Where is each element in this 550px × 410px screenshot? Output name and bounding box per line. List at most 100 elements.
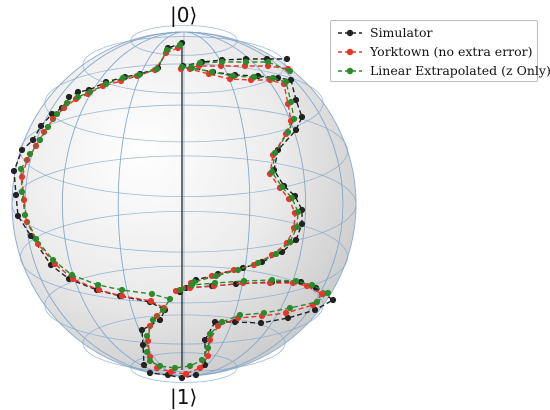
point-simulator-14 bbox=[10, 167, 18, 175]
point-linear-extrapolated-z-only-70 bbox=[218, 58, 226, 66]
point-linear-extrapolated-z-only-40 bbox=[308, 281, 316, 289]
series-layer bbox=[10, 39, 337, 382]
point-linear-extrapolated-z-only-27 bbox=[146, 357, 154, 365]
point-simulator-25 bbox=[138, 326, 146, 334]
point-simulator-27 bbox=[140, 361, 148, 369]
point-simulator-13 bbox=[18, 146, 26, 154]
point-linear-extrapolated-z-only-72 bbox=[264, 58, 272, 66]
point-simulator-43 bbox=[232, 280, 240, 288]
point-simulator-11 bbox=[37, 122, 45, 130]
point-linear-extrapolated-z-only-14 bbox=[18, 188, 26, 196]
point-simulator-53 bbox=[298, 220, 306, 228]
point-linear-extrapolated-z-only-36 bbox=[260, 309, 268, 317]
point-linear-extrapolated-z-only-19 bbox=[94, 281, 102, 289]
legend-item-simulator: Simulator bbox=[337, 23, 531, 42]
point-linear-extrapolated-z-only-49 bbox=[234, 266, 242, 274]
point-yorktown-no-extra-error-28 bbox=[167, 368, 175, 376]
point-simulator-62 bbox=[287, 76, 295, 84]
point-linear-extrapolated-z-only-62 bbox=[282, 78, 290, 86]
point-yorktown-no-extra-error-8 bbox=[60, 104, 68, 112]
point-yorktown-no-extra-error-10 bbox=[40, 128, 48, 136]
point-linear-extrapolated-z-only-55 bbox=[288, 194, 296, 202]
point-linear-extrapolated-z-only-5 bbox=[102, 80, 110, 88]
point-yorktown-no-extra-error-32 bbox=[206, 336, 214, 344]
legend-label-linear-extrapolated: Linear Extrapolated (z Only) bbox=[370, 63, 550, 78]
point-linear-extrapolated-z-only-3 bbox=[135, 71, 143, 79]
point-simulator-39 bbox=[329, 296, 337, 304]
point-linear-extrapolated-z-only-63 bbox=[269, 74, 277, 82]
point-linear-extrapolated-z-only-0 bbox=[176, 41, 184, 49]
point-linear-extrapolated-z-only-34 bbox=[218, 318, 226, 326]
point-linear-extrapolated-z-only-18 bbox=[68, 271, 76, 279]
point-linear-extrapolated-z-only-64 bbox=[250, 73, 258, 81]
point-linear-extrapolated-z-only-10 bbox=[44, 123, 52, 131]
point-yorktown-no-extra-error-24 bbox=[146, 322, 154, 330]
north-pole-label: |0⟩ bbox=[170, 3, 197, 27]
point-linear-extrapolated-z-only-32 bbox=[204, 344, 212, 352]
point-linear-extrapolated-z-only-69 bbox=[196, 59, 204, 67]
point-simulator-61 bbox=[292, 96, 300, 104]
point-linear-extrapolated-z-only-30 bbox=[186, 362, 194, 370]
point-linear-extrapolated-z-only-68 bbox=[178, 63, 186, 71]
point-yorktown-no-extra-error-36 bbox=[282, 309, 290, 317]
point-linear-extrapolated-z-only-50 bbox=[254, 259, 262, 267]
point-linear-extrapolated-z-only-15 bbox=[21, 211, 29, 219]
legend-item-linear-extrapolated: Linear Extrapolated (z Only) bbox=[337, 61, 550, 80]
point-linear-extrapolated-z-only-24 bbox=[149, 316, 157, 324]
point-simulator-36 bbox=[257, 319, 265, 327]
point-linear-extrapolated-z-only-12 bbox=[26, 150, 34, 158]
point-linear-extrapolated-z-only-47 bbox=[190, 278, 198, 286]
point-simulator-59 bbox=[292, 126, 300, 134]
point-linear-extrapolated-z-only-8 bbox=[63, 99, 71, 107]
point-yorktown-no-extra-error-21 bbox=[147, 297, 155, 305]
legend-swatch-simulator bbox=[338, 29, 362, 36]
point-simulator-52 bbox=[292, 236, 300, 244]
point-linear-extrapolated-z-only-60 bbox=[290, 115, 298, 123]
south-pole-label: |1⟩ bbox=[170, 385, 197, 409]
point-simulator-73 bbox=[283, 55, 291, 63]
point-linear-extrapolated-z-only-20 bbox=[118, 286, 126, 294]
point-linear-extrapolated-z-only-22 bbox=[166, 295, 174, 303]
point-simulator-7 bbox=[74, 88, 82, 96]
point-yorktown-no-extra-error-14 bbox=[20, 196, 28, 204]
point-linear-extrapolated-z-only-42 bbox=[268, 276, 276, 284]
point-linear-extrapolated-z-only-73 bbox=[286, 67, 294, 75]
point-linear-extrapolated-z-only-46 bbox=[176, 286, 184, 294]
legend: Simulator Yorktown (no extra error) Line… bbox=[330, 20, 550, 82]
point-yorktown-no-extra-error-29 bbox=[182, 370, 190, 378]
point-simulator-26 bbox=[139, 341, 147, 349]
point-simulator-10 bbox=[48, 110, 56, 118]
point-linear-extrapolated-z-only-61 bbox=[287, 98, 295, 106]
legend-label-simulator: Simulator bbox=[370, 25, 433, 40]
point-linear-extrapolated-z-only-31 bbox=[198, 356, 206, 364]
point-simulator-60 bbox=[298, 113, 306, 121]
point-linear-extrapolated-z-only-44 bbox=[211, 279, 219, 287]
point-linear-extrapolated-z-only-65 bbox=[229, 72, 237, 80]
legend-label-yorktown: Yorktown (no extra error) bbox=[370, 44, 533, 59]
point-yorktown-no-extra-error-31 bbox=[204, 352, 212, 360]
point-simulator-38 bbox=[311, 306, 319, 314]
legend-swatch-yorktown bbox=[338, 48, 362, 55]
point-linear-extrapolated-z-only-35 bbox=[236, 311, 244, 319]
point-linear-extrapolated-z-only-53 bbox=[293, 223, 301, 231]
point-simulator-31 bbox=[192, 371, 200, 379]
point-linear-extrapolated-z-only-28 bbox=[156, 362, 164, 370]
point-simulator-8 bbox=[65, 93, 73, 101]
legend-swatch-linear-extrapolated bbox=[338, 67, 362, 74]
point-linear-extrapolated-z-only-1 bbox=[163, 46, 171, 54]
point-linear-extrapolated-z-only-6 bbox=[86, 88, 94, 96]
point-linear-extrapolated-z-only-67 bbox=[188, 64, 196, 72]
point-linear-extrapolated-z-only-38 bbox=[313, 298, 321, 306]
point-linear-extrapolated-z-only-54 bbox=[294, 208, 302, 216]
point-linear-extrapolated-z-only-26 bbox=[143, 348, 151, 356]
point-linear-extrapolated-z-only-37 bbox=[286, 304, 294, 312]
point-linear-extrapolated-z-only-51 bbox=[272, 250, 280, 258]
point-linear-extrapolated-z-only-16 bbox=[32, 235, 40, 243]
point-linear-extrapolated-z-only-48 bbox=[212, 272, 220, 280]
point-linear-extrapolated-z-only-33 bbox=[206, 330, 214, 338]
point-simulator-37 bbox=[284, 314, 292, 322]
point-simulator-28 bbox=[146, 369, 154, 377]
point-simulator-30 bbox=[178, 374, 186, 382]
point-linear-extrapolated-z-only-39 bbox=[324, 289, 332, 297]
